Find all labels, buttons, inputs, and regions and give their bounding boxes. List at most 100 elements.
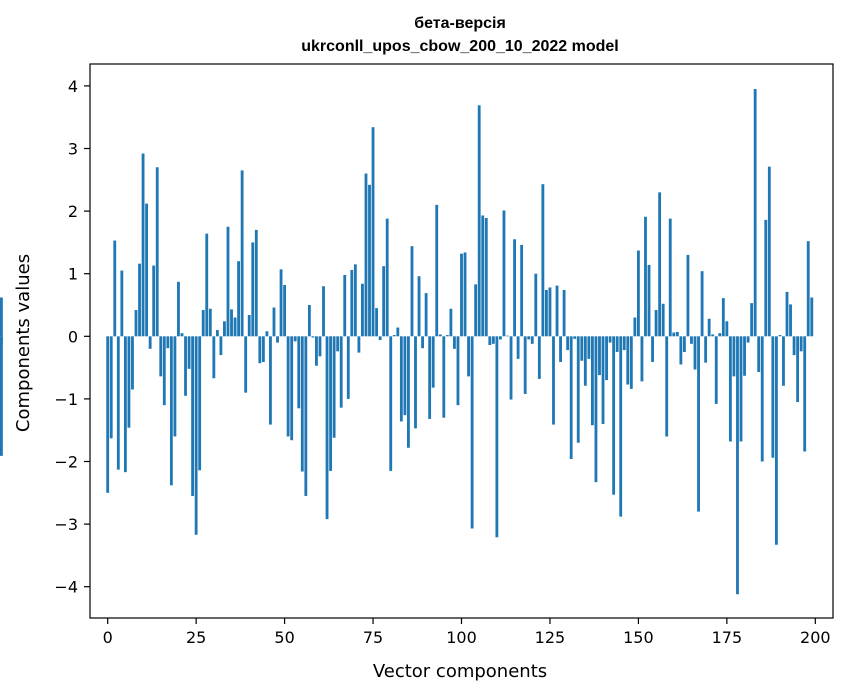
bar-192: [785, 291, 789, 337]
y-tick-label: 3: [68, 140, 78, 159]
bar-132: [573, 336, 577, 339]
bar-162: [679, 336, 683, 365]
x-axis-ticks: 0 25 50 75 100 125 150 175 200: [103, 618, 831, 647]
bar-196: [799, 336, 803, 352]
bar-57: [307, 305, 311, 337]
bar-1: [109, 336, 113, 439]
bar-188: [771, 336, 775, 458]
bar-191: [782, 336, 785, 386]
bar-40: [247, 315, 251, 337]
bar-27: [201, 310, 205, 337]
bar-160: [672, 332, 676, 337]
bar-54: [297, 336, 301, 409]
bar-134: [580, 336, 584, 361]
bar-undefined: [0, 336, 3, 456]
bar-190: [778, 335, 782, 337]
bar-13: [152, 265, 156, 337]
bar-186: [764, 219, 768, 337]
bar-133: [576, 336, 580, 443]
bar-25: [194, 336, 198, 535]
y-axis-label: Components values: [13, 254, 34, 432]
bar-152: [644, 216, 647, 337]
bar-71: [357, 336, 361, 353]
bar-84: [403, 336, 407, 416]
bar-16: [162, 336, 166, 406]
bar-undefined: [0, 336, 3, 345]
bar-19: [173, 336, 177, 437]
bar-68: [346, 336, 350, 399]
bar-194: [792, 336, 796, 356]
bar-110: [495, 336, 499, 538]
bar-176: [728, 336, 732, 442]
bar-26: [198, 336, 202, 471]
bar-60: [318, 336, 322, 357]
bar-49: [279, 269, 283, 337]
x-tick-label: 175: [712, 628, 743, 647]
bar-125: [548, 287, 552, 337]
bar-120: [530, 336, 534, 344]
bar-37: [237, 261, 241, 337]
bar-48: [276, 336, 279, 343]
bar-185: [760, 336, 764, 462]
bar-58: [311, 336, 315, 338]
bar-151: [640, 336, 644, 382]
bar-124: [545, 289, 548, 337]
y-tick-label: −3: [54, 515, 78, 534]
bar-171: [711, 334, 715, 337]
bar-42: [254, 229, 258, 337]
bar-146: [622, 336, 626, 351]
bar-96: [445, 335, 449, 337]
x-tick-label: 150: [623, 628, 654, 647]
bar-182: [750, 303, 754, 337]
bar-145: [619, 336, 623, 517]
bar-5: [123, 336, 127, 473]
bar-172: [714, 336, 718, 404]
bar-65: [336, 336, 340, 352]
bar-22: [184, 336, 187, 396]
bar-135: [583, 336, 587, 386]
bar-161: [675, 331, 679, 337]
bar-174: [721, 298, 725, 337]
bar-8: [134, 310, 138, 337]
bar-47: [272, 307, 276, 337]
bar-93: [435, 204, 439, 337]
chart-title-line1: бета-версія: [414, 15, 506, 32]
bar-36: [233, 317, 237, 337]
bar-108: [488, 336, 492, 346]
bar-12: [148, 336, 152, 349]
bar-169: [704, 336, 708, 363]
bar-119: [527, 336, 531, 340]
bar-86: [410, 246, 414, 337]
bar-167: [697, 336, 700, 512]
bar-158: [665, 336, 669, 437]
bar-9: [138, 263, 141, 337]
bar-126: [552, 336, 555, 425]
bar-155: [654, 310, 658, 337]
bar-90: [424, 293, 428, 337]
x-tick-label: 75: [363, 628, 383, 647]
plot-frame: [89, 63, 834, 619]
bar-154: [651, 336, 654, 362]
bar-148: [629, 336, 633, 389]
bar-164: [686, 254, 690, 337]
x-tick-label: 100: [446, 628, 477, 647]
bar-7: [131, 336, 134, 390]
bar-53: [293, 336, 297, 342]
bar-199: [810, 297, 814, 337]
x-tick-label: 125: [535, 628, 566, 647]
bar-77: [378, 336, 382, 341]
bar-178: [736, 336, 739, 595]
bar-52: [290, 336, 294, 441]
bar-131: [569, 336, 573, 459]
bar-87: [414, 336, 417, 429]
bar-166: [693, 336, 697, 370]
bar-72: [361, 283, 364, 337]
bar-105: [477, 105, 481, 337]
bar-123: [541, 184, 545, 337]
x-tick-label: 200: [800, 628, 831, 647]
bar-111: [499, 336, 502, 340]
bar-104: [474, 284, 478, 337]
x-tick-label: 25: [186, 628, 206, 647]
bar-195: [796, 336, 800, 403]
bar-2: [113, 240, 117, 337]
